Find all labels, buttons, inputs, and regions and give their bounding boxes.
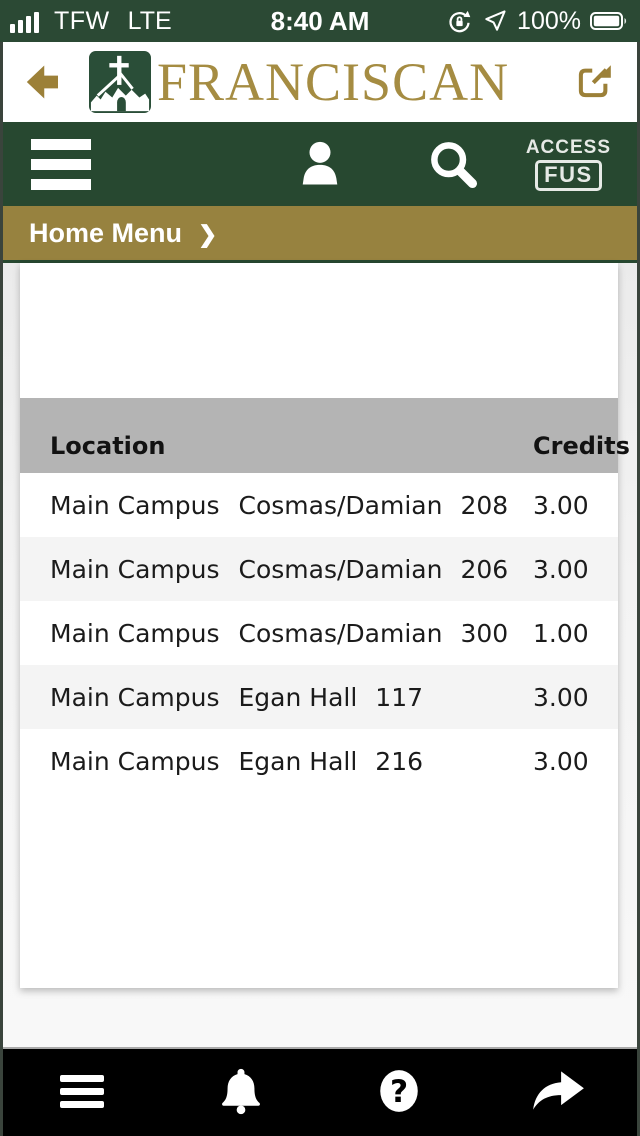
bottom-toolbar: ? [3, 1047, 637, 1133]
location-cell: Main Campus Egan Hall 216 [50, 747, 533, 776]
location-arrow-icon [485, 10, 506, 31]
location-cell: Main Campus Cosmas/Damian 206 [50, 555, 533, 584]
main-nav-bar: ACCESS FUS [3, 122, 637, 206]
credits-cell: 3.00 [533, 682, 589, 712]
toolbar-menu-button[interactable] [53, 1062, 111, 1120]
location-cell: Main Campus Egan Hall 117 [50, 683, 533, 712]
schedule-card: Location Credits Main Campus Cosmas/Damia… [20, 263, 630, 988]
building-label: Egan Hall [238, 746, 358, 776]
back-arrow-icon [26, 65, 58, 99]
carrier-label: TFW [54, 6, 110, 35]
share-arrow-icon [532, 1071, 584, 1110]
table-row[interactable]: Main Campus Cosmas/Damian 208 3.00 [20, 473, 618, 537]
share-button[interactable] [529, 1062, 587, 1120]
access-label: ACCESS [525, 136, 611, 158]
credits-cell: 1.00 [533, 618, 589, 648]
card-top-spacer [20, 263, 618, 398]
external-link-icon[interactable] [573, 61, 615, 103]
table-row[interactable]: Main Campus Egan Hall 117 3.00 [20, 665, 618, 729]
app-frame: FRANCISCAN ACCESS FUS Home Menu ❯ [0, 42, 640, 1136]
table-row[interactable]: Main Campus Cosmas/Damian 206 3.00 [20, 537, 618, 601]
signal-strength-icon [10, 12, 39, 33]
status-right-cluster: 100% [446, 7, 630, 36]
location-column-header: Location [50, 432, 166, 460]
credits-column-header: Credits [533, 432, 630, 460]
campus-label: Main Campus [50, 618, 220, 648]
building-label: Cosmas/Damian [238, 490, 443, 520]
campus-label: Main Campus [50, 746, 220, 776]
room-label: 300 [460, 618, 509, 648]
room-label: 208 [460, 490, 509, 520]
content-area: Location Credits Main Campus Cosmas/Damia… [3, 263, 637, 1047]
location-cell: Main Campus Cosmas/Damian 300 [50, 619, 533, 648]
room-label: 117 [375, 682, 424, 712]
brand-wordmark: FRANCISCAN [157, 52, 510, 112]
university-logo-icon[interactable] [89, 51, 151, 113]
table-header-row: Location Credits [20, 398, 630, 473]
location-cell: Main Campus Cosmas/Damian 208 [50, 491, 533, 520]
table-row[interactable]: Main Campus Cosmas/Damian 300 1.00 [20, 601, 618, 665]
room-label: 206 [460, 554, 509, 584]
access-fus-logo: ACCESS FUS [526, 138, 611, 191]
menu-button[interactable] [31, 138, 91, 190]
campus-label: Main Campus [50, 682, 220, 712]
brand-header: FRANCISCAN [3, 42, 637, 122]
credits-cell: 3.00 [533, 746, 589, 776]
back-button[interactable] [25, 63, 69, 101]
building-label: Cosmas/Damian [238, 618, 443, 648]
card-bottom-spacer [20, 793, 618, 988]
status-bar: TFW LTE 8:40 AM 100% [0, 0, 640, 42]
profile-icon[interactable] [292, 136, 348, 192]
network-type-label: LTE [127, 6, 172, 35]
credits-cell: 3.00 [533, 490, 589, 520]
campus-label: Main Campus [50, 554, 220, 584]
hamburger-icon [31, 138, 91, 150]
building-label: Egan Hall [238, 682, 358, 712]
fus-badge: FUS [535, 159, 602, 191]
room-label: 216 [375, 746, 424, 776]
battery-percent-label: 100% [517, 6, 581, 35]
building-label: Cosmas/Damian [238, 554, 443, 584]
credits-cell: 3.00 [533, 554, 589, 584]
orientation-lock-icon [449, 10, 471, 32]
help-button[interactable]: ? [370, 1062, 428, 1120]
chevron-right-icon: ❯ [198, 220, 218, 247]
home-menu-label: Home Menu [29, 217, 183, 248]
battery-icon [590, 12, 627, 30]
status-left-cluster: TFW LTE [10, 7, 172, 36]
help-icon: ? [380, 1070, 418, 1112]
hamburger-icon [60, 1074, 105, 1108]
bell-icon [221, 1068, 260, 1115]
question-mark-glyph: ? [390, 1074, 408, 1110]
home-menu-bar[interactable]: Home Menu ❯ [3, 206, 637, 263]
search-icon[interactable] [427, 138, 479, 190]
table-row[interactable]: Main Campus Egan Hall 216 3.00 [20, 729, 618, 793]
notifications-button[interactable] [212, 1062, 270, 1120]
campus-label: Main Campus [50, 490, 220, 520]
